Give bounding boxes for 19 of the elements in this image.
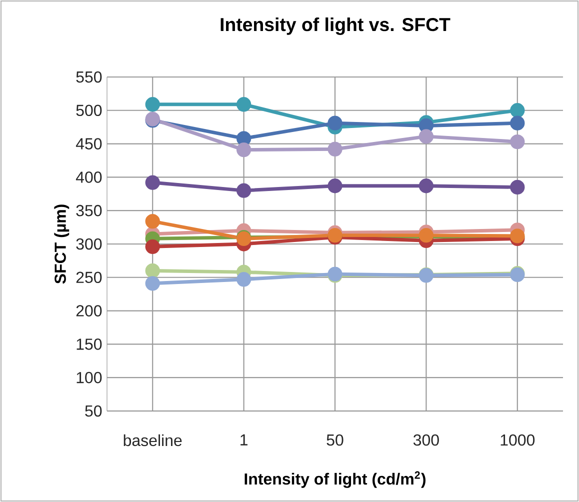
y-tick-label: 200 bbox=[76, 305, 102, 316]
y-tick-label: 50 bbox=[85, 405, 102, 417]
y-tick-label: 400 bbox=[76, 172, 102, 183]
y-tick-label: 550 bbox=[76, 71, 102, 83]
y-axis-title: SFCT (µm) bbox=[54, 204, 70, 284]
y-tick-label: 100 bbox=[76, 372, 102, 384]
y-tick-label: 450 bbox=[76, 138, 102, 150]
x-tick-label: 1000 bbox=[500, 434, 535, 446]
x-tick-label: 1 bbox=[240, 434, 248, 446]
y-tick-label: 350 bbox=[76, 204, 102, 216]
chart-title: Intensity of light vs. SFCT bbox=[220, 17, 450, 35]
y-tick-label: 250 bbox=[76, 272, 102, 284]
x-tick-label: baseline bbox=[124, 434, 182, 446]
x-axis-title: Intensity of light (cd/m$^{2}$) bbox=[244, 471, 426, 488]
y-tick-label: 500 bbox=[76, 104, 102, 116]
y-tick-label: 300 bbox=[76, 238, 102, 250]
y-tick-label: 150 bbox=[76, 338, 102, 350]
x-tick-label: 300 bbox=[413, 434, 439, 446]
x-tick-label: 50 bbox=[326, 434, 344, 446]
